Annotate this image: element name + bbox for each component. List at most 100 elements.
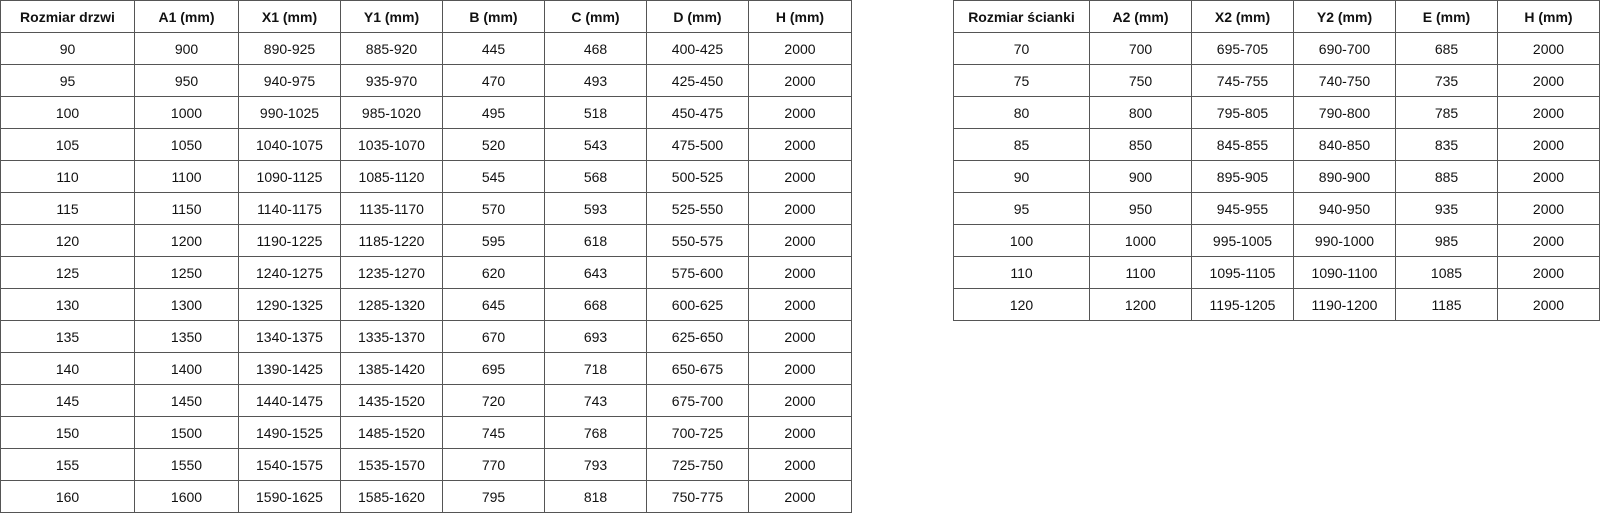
- table-cell: 935-970: [340, 64, 443, 97]
- table-cell: 85: [953, 128, 1090, 161]
- table-cell: 95: [0, 64, 135, 97]
- table-cell: 1585-1620: [340, 480, 443, 513]
- table-cell: 1090-1100: [1293, 256, 1396, 289]
- table-row: 155 1550 1540-1575 1535-1570 770 793 725-750 20…: [0, 448, 852, 481]
- table-cell: 1185-1220: [340, 224, 443, 257]
- column-header: A2 (mm): [1089, 0, 1192, 33]
- table-cell: 110: [0, 160, 135, 193]
- table-cell: 620: [442, 256, 545, 289]
- table-cell: 2000: [748, 96, 852, 129]
- table-cell: 720: [442, 384, 545, 417]
- table-cell: 468: [544, 32, 647, 65]
- table-cell: 1200: [134, 224, 239, 257]
- table-cell: 1590-1625: [238, 480, 341, 513]
- table-cell: 2000: [748, 192, 852, 225]
- table-cell: 593: [544, 192, 647, 225]
- table-cell: 793: [544, 448, 647, 481]
- table-cell: 550-575: [646, 224, 749, 257]
- table-cell: 1250: [134, 256, 239, 289]
- table-cell: 1050: [134, 128, 239, 161]
- table-cell: 2000: [748, 288, 852, 321]
- table-cell: 695-705: [1191, 32, 1294, 65]
- table-cell: 1335-1370: [340, 320, 443, 353]
- column-header: Y2 (mm): [1293, 0, 1396, 33]
- table-cell: 400-425: [646, 32, 749, 65]
- table-cell: 935: [1395, 192, 1498, 225]
- table-cell: 990-1025: [238, 96, 341, 129]
- table-cell: 493: [544, 64, 647, 97]
- table-cell: 2000: [748, 320, 852, 353]
- table-cell: 140: [0, 352, 135, 385]
- table-cell: 645: [442, 288, 545, 321]
- table-row: 110 1100 1090-1125 1085-1120 545 568 500-525 20…: [0, 160, 852, 193]
- table-cell: 2000: [748, 352, 852, 385]
- table-cell: 795-805: [1191, 96, 1294, 129]
- table-cell: 120: [953, 288, 1090, 321]
- column-header: B (mm): [442, 0, 545, 33]
- table-cell: 1235-1270: [340, 256, 443, 289]
- table-cell: 470: [442, 64, 545, 97]
- table-cell: 1195-1205: [1191, 288, 1294, 321]
- table-cell: 90: [953, 160, 1090, 193]
- table-cell: 945-955: [1191, 192, 1294, 225]
- table-cell: 625-650: [646, 320, 749, 353]
- table-row: 145 1450 1440-1475 1435-1520 720 743 675-700 20…: [0, 384, 852, 417]
- table-cell: 940-950: [1293, 192, 1396, 225]
- table-cell: 1100: [1089, 256, 1192, 289]
- table-cell: 2000: [1497, 288, 1600, 321]
- table-cell: 135: [0, 320, 135, 353]
- table-cell: 2000: [1497, 160, 1600, 193]
- table-cell: 885: [1395, 160, 1498, 193]
- table-cell: 125: [0, 256, 135, 289]
- table-cell: 1290-1325: [238, 288, 341, 321]
- table-cell: 475-500: [646, 128, 749, 161]
- table-cell: 995-1005: [1191, 224, 1294, 257]
- table-cell: 700: [1089, 32, 1192, 65]
- table-cell: 693: [544, 320, 647, 353]
- table-cell: 840-850: [1293, 128, 1396, 161]
- table-cell: 450-475: [646, 96, 749, 129]
- table-cell: 750: [1089, 64, 1192, 97]
- table-cell: 1085-1120: [340, 160, 443, 193]
- table-cell: 80: [953, 96, 1090, 129]
- table-cell: 1085: [1395, 256, 1498, 289]
- table-cell: 1100: [134, 160, 239, 193]
- table-cell: 1285-1320: [340, 288, 443, 321]
- table-cell: 1440-1475: [238, 384, 341, 417]
- table-row: 150 1500 1490-1525 1485-1520 745 768 700-725 20…: [0, 416, 852, 449]
- table-cell: 685: [1395, 32, 1498, 65]
- table-row: 70 700 695-705 690-700 685 2000: [953, 32, 1600, 65]
- table-row: 95 950 940-975 935-970 470 493 425-450 2000: [0, 64, 852, 97]
- table-row: 115 1150 1140-1175 1135-1170 570 593 525-550 20…: [0, 192, 852, 225]
- table-cell: 70: [953, 32, 1090, 65]
- table-row: 105 1050 1040-1075 1035-1070 520 543 475-500 20…: [0, 128, 852, 161]
- table-cell: 845-855: [1191, 128, 1294, 161]
- table-cell: 835: [1395, 128, 1498, 161]
- table-row: 85 850 845-855 840-850 835 2000: [953, 128, 1600, 161]
- table-cell: 690-700: [1293, 32, 1396, 65]
- table-cell: 740-750: [1293, 64, 1396, 97]
- column-header: E (mm): [1395, 0, 1498, 33]
- table-cell: 890-900: [1293, 160, 1396, 193]
- table-cell: 650-675: [646, 352, 749, 385]
- table-cell: 718: [544, 352, 647, 385]
- door-dimensions-table: Rozmiar drzwi A1 (mm) X1 (mm) Y1 (mm) B (mm)…: [0, 0, 852, 513]
- table-cell: 985-1020: [340, 96, 443, 129]
- table-cell: 1000: [134, 96, 239, 129]
- table-cell: 940-975: [238, 64, 341, 97]
- table-cell: 570: [442, 192, 545, 225]
- table-cell: 110: [953, 256, 1090, 289]
- table-cell: 2000: [1497, 128, 1600, 161]
- table-cell: 115: [0, 192, 135, 225]
- table-cell: 1435-1520: [340, 384, 443, 417]
- table-cell: 1600: [134, 480, 239, 513]
- table-row: 140 1400 1390-1425 1385-1420 695 718 650-675 20…: [0, 352, 852, 385]
- header-row: Rozmiar ścianki A2 (mm) X2 (mm) Y2 (mm) E (m…: [953, 0, 1600, 33]
- table-cell: 695: [442, 352, 545, 385]
- table-cell: 900: [134, 32, 239, 65]
- table-cell: 445: [442, 32, 545, 65]
- table-cell: 745: [442, 416, 545, 449]
- column-header: X1 (mm): [238, 0, 341, 33]
- table-cell: 1500: [134, 416, 239, 449]
- table-cell: 900: [1089, 160, 1192, 193]
